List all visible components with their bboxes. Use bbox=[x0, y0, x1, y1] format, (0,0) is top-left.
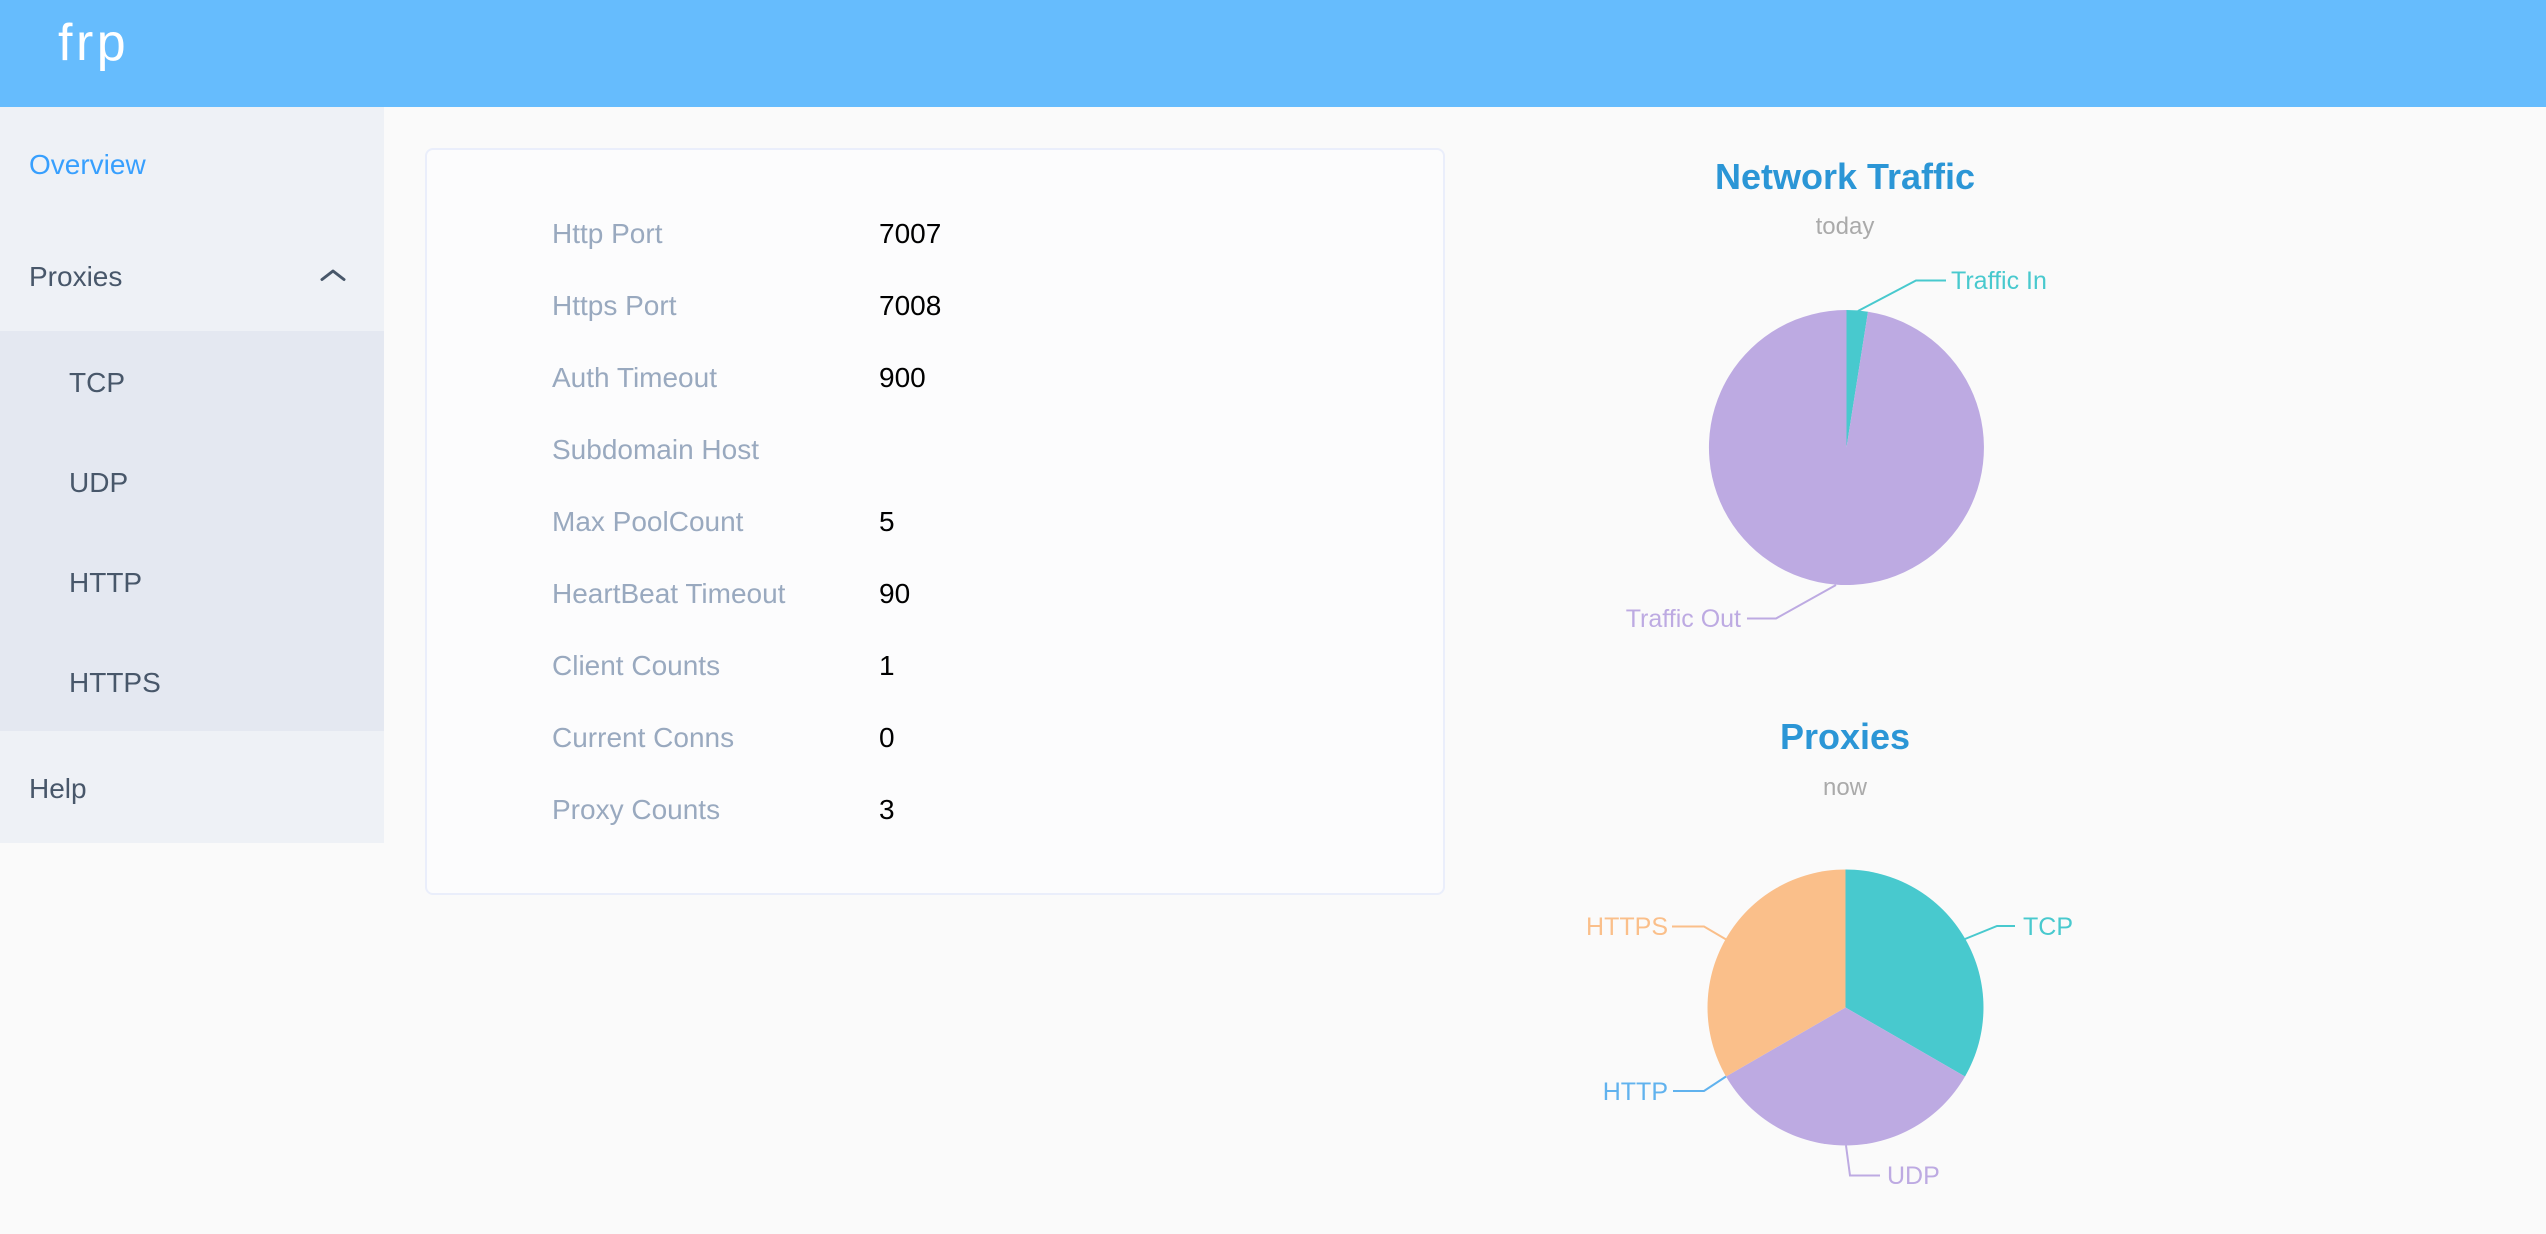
svg-text:today: today bbox=[1816, 213, 1875, 240]
svg-text:HTTP: HTTP bbox=[1603, 1078, 1668, 1106]
svg-text:Proxies: Proxies bbox=[1780, 716, 1910, 757]
svg-text:Traffic Out: Traffic Out bbox=[1626, 605, 1741, 633]
svg-text:TCP: TCP bbox=[2023, 913, 2073, 941]
svg-text:Traffic In: Traffic In bbox=[1951, 267, 2047, 295]
svg-text:Network Traffic: Network Traffic bbox=[1715, 156, 1975, 197]
svg-text:HTTPS: HTTPS bbox=[1586, 913, 1668, 941]
svg-text:UDP: UDP bbox=[1887, 1162, 1940, 1190]
svg-text:now: now bbox=[1823, 774, 1868, 801]
